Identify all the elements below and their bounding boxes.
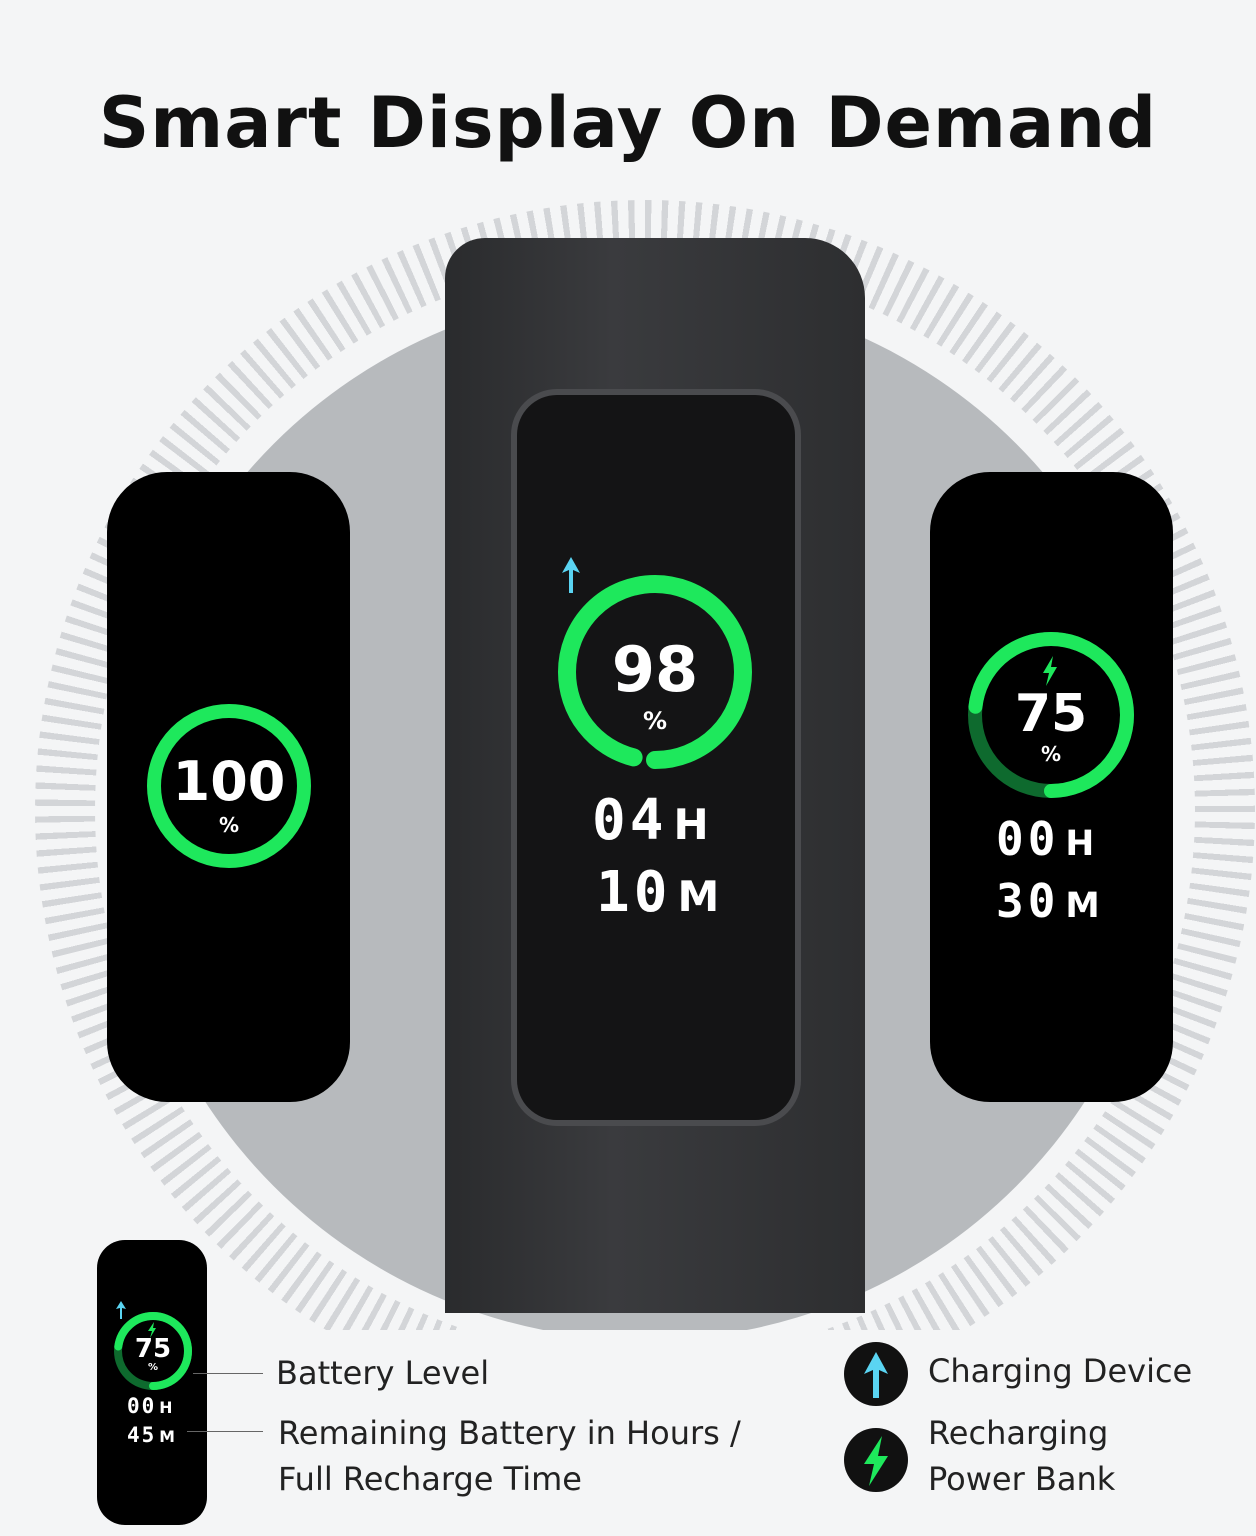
hours-readout: 04 H xyxy=(592,788,713,853)
hours-readout: 00 H xyxy=(127,1394,174,1418)
up-arrow-icon xyxy=(116,1301,126,1319)
minutes-readout: 10 M xyxy=(596,860,723,925)
percent-unit: % xyxy=(642,707,668,735)
battery-ring xyxy=(147,704,311,868)
bolt-icon xyxy=(148,1322,156,1338)
legend-recharging-line2: Power Bank xyxy=(928,1460,1116,1498)
battery-ring xyxy=(968,632,1134,798)
hours-unit: H xyxy=(673,800,713,849)
bolt-icon xyxy=(1043,656,1057,686)
legend-charging-device: Charging Device xyxy=(928,1352,1193,1390)
legend-remaining-line2: Full Recharge Time xyxy=(278,1460,582,1498)
legend-battery-level: Battery Level xyxy=(276,1354,490,1392)
minutes-unit: M xyxy=(159,1427,177,1446)
minutes-readout: 45 M xyxy=(127,1423,177,1447)
leader-line xyxy=(187,1431,263,1432)
percent-unit: % xyxy=(147,1362,159,1373)
hours-readout: 00 H xyxy=(996,812,1098,866)
ring-fill xyxy=(147,704,311,868)
minutes-unit: M xyxy=(1065,886,1104,926)
ring-fill xyxy=(968,632,1134,798)
legend-remaining-line1: Remaining Battery in Hours / xyxy=(278,1414,741,1452)
ring-fill xyxy=(558,575,752,769)
minutes-value: 10 xyxy=(596,860,672,925)
ring-fill xyxy=(114,1312,192,1390)
legend-recharging-line1: Recharging xyxy=(928,1414,1109,1452)
battery-percent: 75 xyxy=(134,1334,172,1364)
up-arrow-icon xyxy=(562,557,580,593)
battery-ring xyxy=(558,575,752,769)
battery-percent: 98 xyxy=(611,633,699,706)
page-title: Smart Display On Demand xyxy=(98,82,1158,164)
charging-device-icon xyxy=(844,1342,908,1406)
recharging-bolt-icon xyxy=(844,1428,908,1492)
hours-unit: H xyxy=(159,1398,175,1417)
hours-value: 04 xyxy=(592,788,668,853)
minutes-value: 45 xyxy=(127,1423,157,1447)
battery-percent: 75 xyxy=(1014,684,1088,744)
leader-line xyxy=(193,1373,263,1374)
hours-value: 00 xyxy=(127,1394,157,1418)
hours-unit: H xyxy=(1065,824,1099,864)
percent-unit: % xyxy=(218,813,240,837)
percent-unit: % xyxy=(1040,742,1062,766)
battery-ring xyxy=(114,1312,192,1390)
minutes-value: 30 xyxy=(996,874,1060,928)
minutes-unit: M xyxy=(677,872,724,921)
minutes-readout: 30 M xyxy=(996,874,1104,928)
hours-value: 00 xyxy=(996,812,1060,866)
battery-percent: 100 xyxy=(172,750,286,813)
background xyxy=(0,1330,1256,1536)
